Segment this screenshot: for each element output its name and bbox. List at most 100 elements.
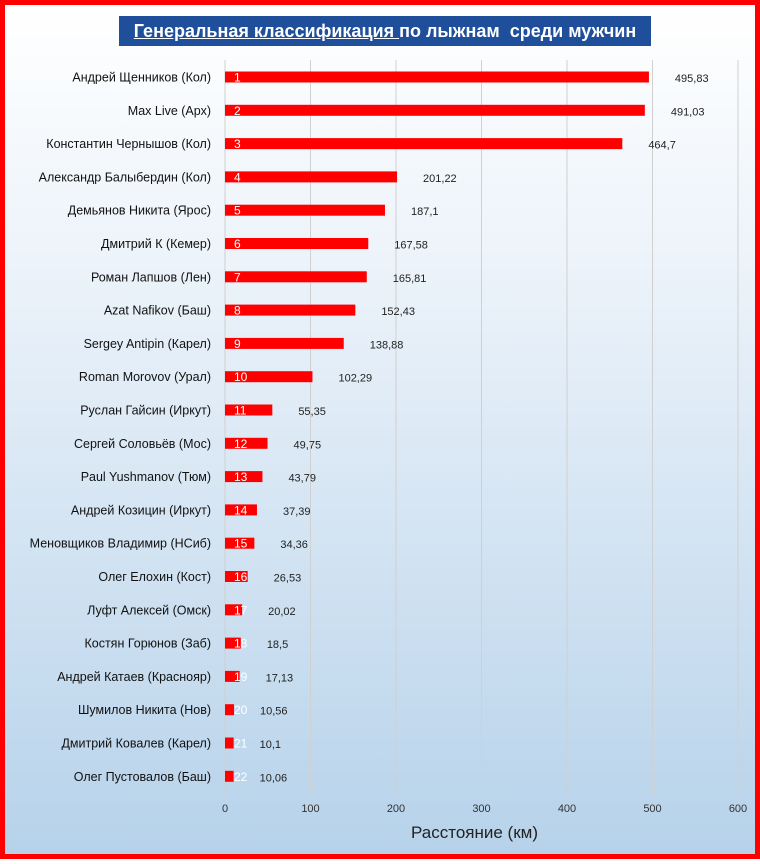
- category-label: Руслан Гайсин (Иркут): [80, 404, 211, 418]
- bar-rank-label: 4: [234, 170, 241, 184]
- bar-rank-label: 12: [234, 437, 248, 451]
- category-label: Александр Балыбердин (Кол): [39, 170, 211, 184]
- bar-rank-label: 7: [234, 270, 241, 284]
- bar: [225, 138, 623, 150]
- data-label: 464,7: [648, 140, 676, 152]
- bar: [225, 271, 367, 283]
- x-tick-label: 600: [729, 803, 747, 815]
- bar: [225, 71, 649, 83]
- bar: [225, 437, 268, 449]
- data-label: 10,06: [260, 772, 288, 784]
- category-label: Azat Nafikov (Баш): [104, 304, 211, 318]
- bar-rank-label: 8: [234, 304, 241, 318]
- data-label: 10,56: [260, 706, 288, 718]
- category-label: Демьянов Никита (Ярос): [68, 204, 211, 218]
- data-label: 201,22: [423, 173, 457, 185]
- bar-rank-label: 17: [234, 603, 248, 617]
- bar-chart: 0 100 200 300 400 500 600 Андрей Щенников (Кол)…: [30, 60, 747, 815]
- chart-title-rest: по лыжнам среди мужчин: [399, 21, 637, 41]
- category-label: Костян Горюнов (Заб): [84, 637, 211, 651]
- data-label: 167,58: [394, 240, 428, 252]
- bar: [225, 471, 263, 483]
- bar: [225, 238, 369, 249]
- data-label: 165,81: [393, 273, 427, 285]
- category-label: Андрей Катаев (Краснояр): [57, 670, 211, 684]
- category-label: Олег Елохин (Кост): [98, 570, 211, 584]
- bar-rank-label: 13: [234, 470, 248, 484]
- category-label: Дмитрий К (Кемер): [101, 237, 211, 251]
- bar-rank-label: 14: [234, 503, 248, 517]
- bar: [225, 204, 385, 216]
- x-tick-label: 0: [222, 803, 228, 815]
- data-label: 152,43: [381, 306, 415, 318]
- bar-rank-label: 11: [234, 404, 247, 418]
- chart-title: Генеральная классификация по лыжнам сред…: [119, 16, 651, 46]
- bar-rank-label: 19: [234, 670, 248, 684]
- category-label: Дмитрий Ковалев (Карел): [61, 737, 211, 751]
- category-label: Sergey Antipin (Карел): [84, 337, 211, 351]
- bar: [225, 637, 241, 649]
- data-label: 17,13: [266, 672, 294, 684]
- bar-rank-label: 16: [234, 570, 248, 584]
- category-label: Константин Чернышов (Кол): [46, 137, 211, 151]
- x-tick-label: 400: [558, 803, 576, 815]
- bar: [225, 537, 255, 549]
- category-label: Олег Пустовалов (Баш): [74, 770, 211, 784]
- data-label: 102,29: [338, 373, 372, 385]
- bar: [225, 371, 313, 383]
- bar-rank-label: 1: [234, 71, 241, 85]
- category-label: Луфт Алексей (Омск): [87, 603, 211, 617]
- bar: [225, 604, 243, 616]
- category-label: Max Live (Арх): [128, 104, 211, 118]
- bar-rank-label: 5: [234, 204, 241, 218]
- category-label: Меновщиков Владимир (НСиб): [30, 537, 211, 551]
- data-label: 495,83: [675, 73, 709, 85]
- bar-rank-label: 21: [234, 737, 248, 751]
- data-label: 26,53: [274, 573, 302, 585]
- data-label: 187,1: [411, 206, 439, 218]
- category-label: Шумилов Никита (Нов): [78, 703, 211, 717]
- bar-rank-label: 22: [234, 770, 248, 784]
- category-label: Андрей Щенников (Кол): [72, 71, 211, 85]
- category-label: Роман Лапшов (Лен): [91, 270, 211, 284]
- category-label: Сергей Соловьёв (Мос): [74, 437, 211, 451]
- bar: [225, 304, 356, 316]
- data-label: 37,39: [283, 506, 311, 518]
- bar-rank-label: 20: [234, 703, 248, 717]
- bar-rank-label: 18: [234, 637, 248, 651]
- data-label: 10,1: [260, 739, 281, 751]
- bar-rank-label: 9: [234, 337, 241, 351]
- bar: [225, 104, 645, 116]
- data-label: 18,5: [267, 639, 288, 651]
- bar-rank-label: 6: [234, 237, 241, 251]
- bar: [225, 337, 344, 349]
- x-tick-label: 300: [472, 803, 490, 815]
- x-tick-label: 200: [387, 803, 405, 815]
- bar-rank-label: 3: [234, 137, 241, 151]
- bar: [225, 504, 257, 516]
- data-label: 43,79: [288, 473, 316, 485]
- data-label: 55,35: [298, 406, 326, 418]
- data-label: 138,88: [370, 339, 404, 351]
- bar: [225, 571, 248, 582]
- bar-rank-label: 15: [234, 537, 248, 551]
- x-tick-label: 100: [301, 803, 319, 815]
- bar: [225, 704, 235, 716]
- bar-rank-label: 10: [234, 370, 248, 384]
- bar-rank-label: 2: [234, 104, 241, 118]
- bar: [225, 670, 240, 682]
- bar: [225, 404, 273, 416]
- chart-title-underlined: Генеральная классификация: [133, 21, 400, 41]
- category-label: Roman Morovov (Урал): [79, 370, 211, 384]
- data-label: 49,75: [294, 439, 322, 451]
- bar: [225, 737, 234, 749]
- data-label: 491,03: [671, 106, 705, 118]
- x-tick-label: 500: [643, 803, 661, 815]
- category-label: Paul Yushmanov (Тюм): [81, 470, 211, 484]
- data-label: 34,36: [280, 539, 308, 551]
- bar: [225, 770, 234, 782]
- data-label: 20,02: [268, 606, 296, 618]
- bar: [225, 171, 398, 183]
- x-axis-label: Расстояние (км): [411, 823, 538, 842]
